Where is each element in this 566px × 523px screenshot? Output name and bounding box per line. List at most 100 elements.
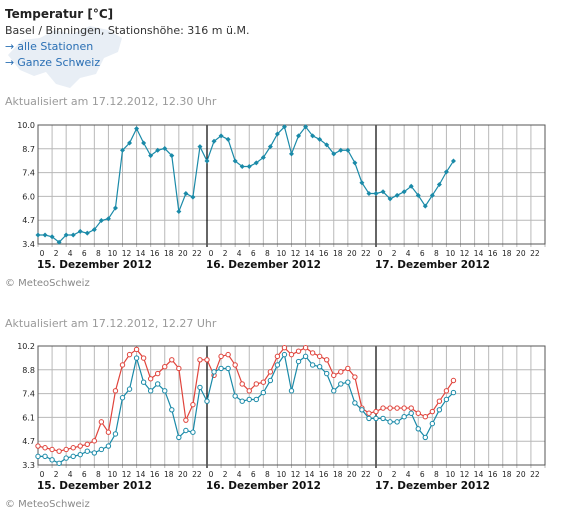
day-label: 17. Dezember 2012 [375, 259, 490, 271]
data-point [274, 353, 281, 360]
copyright-text: © MeteoSchweiz [5, 499, 90, 510]
data-point [281, 345, 288, 351]
data-point [141, 140, 147, 146]
x-tick-label: 16 [150, 470, 160, 479]
series-line [38, 125, 454, 243]
data-point [267, 377, 274, 384]
x-tick-label: 4 [68, 249, 73, 258]
data-point [91, 227, 97, 233]
data-point [309, 362, 316, 368]
arrow-right-icon: → [5, 40, 15, 53]
switzerland-map-watermark [8, 26, 122, 88]
data-point [225, 351, 231, 358]
data-point [394, 405, 400, 411]
data-point [155, 147, 161, 153]
x-tick-label: 10 [277, 249, 287, 258]
x-tick-label: 2 [54, 470, 59, 479]
x-tick-label: 0 [209, 249, 214, 258]
x-tick-label: 20 [516, 249, 526, 258]
temperature-chart-2: 10.28.87.46.14.73.30 2 4 6 8 10 12 14 16 18 20 22 0 2… [17, 342, 546, 492]
chart1-updated-text: Aktualisiert am 17.12.2012, 12.30 Uhr [5, 95, 217, 108]
data-point [49, 457, 55, 463]
data-point [218, 353, 224, 360]
x-tick-label: 20 [516, 470, 526, 479]
data-point [316, 353, 323, 360]
data-point [345, 147, 351, 153]
data-point [324, 357, 330, 363]
data-point [126, 386, 133, 392]
x-tick-label: 10 [446, 470, 456, 479]
x-tick-label: 18 [164, 470, 174, 479]
y-tick-label: 4.7 [22, 437, 35, 446]
data-point [98, 419, 105, 425]
data-point [70, 445, 76, 451]
data-point [260, 389, 267, 396]
data-point [415, 410, 421, 416]
data-point [352, 160, 358, 166]
data-point [443, 169, 449, 175]
data-point [98, 218, 104, 224]
data-point [394, 192, 400, 198]
data-point [324, 142, 330, 148]
x-tick-label: 16 [488, 249, 498, 258]
data-point [324, 370, 330, 377]
x-tick-label: 20 [347, 470, 357, 479]
data-point [415, 192, 421, 198]
data-point [429, 420, 436, 427]
day-label: 15. Dezember 2012 [37, 259, 152, 271]
data-point [218, 365, 224, 372]
data-point [204, 398, 210, 404]
data-point [296, 133, 302, 139]
x-tick-label: 8 [96, 249, 101, 258]
x-tick-label: 12 [291, 249, 301, 258]
data-point [288, 388, 295, 394]
data-point [359, 407, 365, 413]
data-point [56, 239, 62, 245]
data-point [42, 445, 48, 451]
data-point [267, 144, 273, 150]
data-point [302, 353, 309, 360]
data-point [155, 381, 161, 387]
data-point [134, 126, 140, 132]
data-point [253, 396, 259, 403]
x-tick-label: 18 [164, 249, 174, 258]
link-ganze-schweiz[interactable]: → Ganze Schweiz [5, 56, 100, 69]
x-tick-label: 12 [460, 470, 470, 479]
data-point [204, 158, 210, 164]
data-point [436, 398, 443, 404]
data-point [331, 372, 337, 379]
data-point [70, 232, 76, 238]
data-point [183, 191, 189, 197]
x-tick-label: 10 [108, 470, 118, 479]
data-point [105, 429, 112, 435]
data-point [56, 448, 62, 454]
x-tick-label: 16 [488, 470, 498, 479]
link-alle-stationen[interactable]: → alle Stationen [5, 40, 93, 53]
data-point [274, 131, 280, 137]
x-tick-label: 14 [136, 470, 146, 479]
x-tick-label: 8 [96, 470, 101, 479]
y-tick-label: 10.2 [17, 342, 35, 351]
data-point [63, 455, 69, 461]
data-point [443, 388, 450, 394]
x-tick-label: 10 [108, 249, 118, 258]
x-tick-label: 12 [291, 470, 301, 479]
x-tick-label: 4 [68, 470, 73, 479]
x-tick-label: 6 [251, 249, 256, 258]
data-point [133, 346, 140, 353]
data-point [211, 138, 217, 144]
data-point [105, 216, 111, 222]
data-point [190, 429, 196, 435]
data-point [408, 405, 414, 411]
x-tick-label: 0 [40, 249, 45, 258]
data-point [112, 388, 119, 394]
x-tick-label: 16 [319, 249, 329, 258]
x-tick-label: 0 [209, 470, 214, 479]
data-point [211, 369, 217, 375]
data-point [140, 355, 147, 361]
x-tick-label: 16 [319, 470, 329, 479]
data-point [401, 189, 407, 195]
chart2-updated-text: Aktualisiert am 17.12.2012, 12.27 Uhr [5, 317, 217, 330]
data-point [197, 357, 203, 363]
data-point [260, 379, 267, 385]
